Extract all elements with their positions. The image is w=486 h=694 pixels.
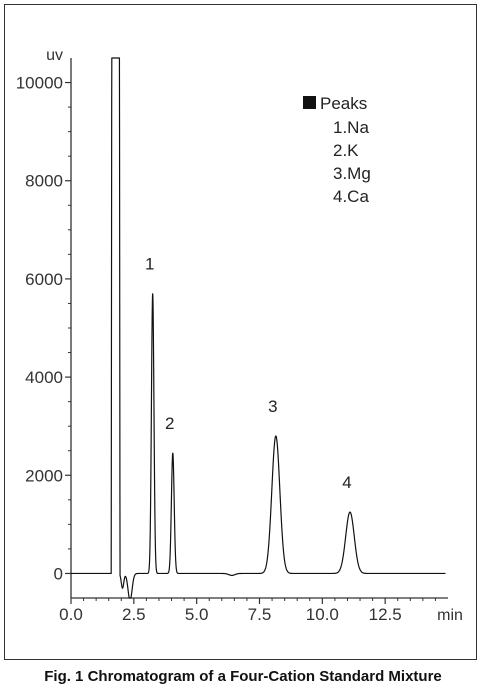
y-tick-label: 6000 <box>25 270 63 289</box>
x-tick-label: 0.0 <box>59 605 83 624</box>
y-tick-label: 10000 <box>16 74 63 93</box>
peak-label: 4 <box>342 473 351 492</box>
y-tick-label: 0 <box>54 564 63 583</box>
peak-label: 2 <box>165 414 174 433</box>
trace-layer <box>70 57 446 599</box>
x-tick-label: 10.0 <box>306 605 339 624</box>
labels-layer: 1 2 3 4 <box>145 255 352 492</box>
y-tick-label: 2000 <box>25 466 63 485</box>
x-tick-label: 5.0 <box>185 605 209 624</box>
x-tick-label: 7.5 <box>248 605 272 624</box>
x-tick-label: 2.5 <box>122 605 146 624</box>
legend-item: 4.Ca <box>333 187 369 206</box>
chart-frame <box>4 4 477 660</box>
legend-item: 1.Na <box>333 118 369 137</box>
y-axis-unit: uv <box>46 47 63 64</box>
peak-label: 3 <box>268 397 277 416</box>
y-tick-label: 4000 <box>25 368 63 387</box>
legend-item: 2.K <box>333 141 359 160</box>
legend-marker <box>303 96 316 109</box>
chromatogram-trace <box>70 57 446 599</box>
legend-title: Peaks <box>320 94 367 113</box>
legend: Peaks 1.Na 2.K 3.Mg 4.Ca <box>303 94 371 206</box>
x-tick-label: 12.5 <box>369 605 402 624</box>
axes: 0 2000 4000 6000 8000 10000 uv 0.0 2.5 5.0 7.5 10.0… <box>16 47 463 624</box>
figure-caption: Fig. 1 Chromatogram of a Four-Cation Sta… <box>44 668 442 685</box>
x-axis-unit: min <box>437 607 463 624</box>
peak-label: 1 <box>145 255 154 274</box>
legend-item: 3.Mg <box>333 164 371 183</box>
y-tick-label: 8000 <box>25 172 63 191</box>
